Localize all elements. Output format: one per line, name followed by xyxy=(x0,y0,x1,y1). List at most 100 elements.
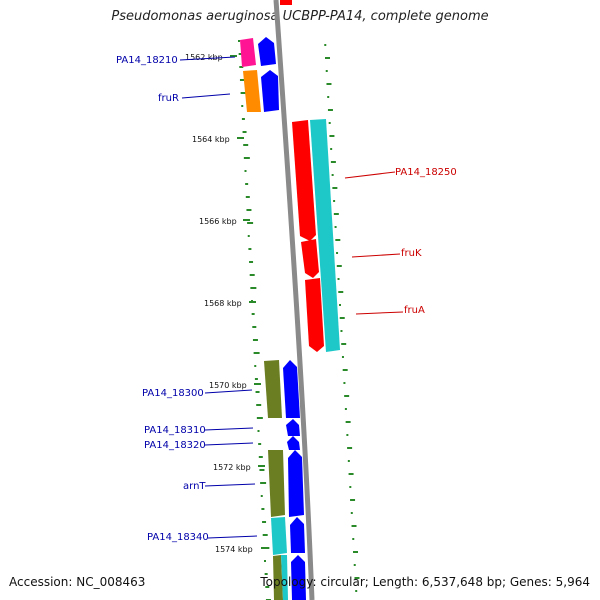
gene-next-cog-2[interactable] xyxy=(281,555,288,600)
gene-pa14-18340-cog[interactable] xyxy=(271,517,287,555)
tick-mark xyxy=(249,301,256,303)
gc-dash xyxy=(243,157,250,159)
gene-frur[interactable] xyxy=(261,70,279,112)
leader-pa14-18310 xyxy=(204,427,254,431)
gene-label-arnt: arnT xyxy=(183,481,206,492)
gc-dash xyxy=(325,70,328,72)
tick-mark xyxy=(243,219,250,221)
gc-dash xyxy=(339,304,341,306)
gc-dash xyxy=(245,183,249,185)
gc-dash xyxy=(336,265,342,267)
gc-dash xyxy=(247,222,254,224)
gene-pa14-18210[interactable] xyxy=(258,37,276,66)
gc-dash xyxy=(252,339,258,341)
gc-dash xyxy=(351,525,357,527)
gc-dash xyxy=(239,66,244,68)
gc-skew-right-track xyxy=(324,44,360,592)
gene-pa14-18210-cog[interactable] xyxy=(240,38,256,67)
accession-text: Accession: NC_008463 xyxy=(9,575,146,589)
tick-1562: 1562 kbp xyxy=(185,53,237,62)
gc-dash xyxy=(258,443,262,445)
gene-label-frur: fruR xyxy=(158,93,179,104)
gc-dash xyxy=(326,83,332,85)
gc-dash xyxy=(258,456,263,458)
tick-1570: 1570 kbp xyxy=(209,381,261,390)
gene-arnt-cog[interactable] xyxy=(268,450,285,517)
gc-dash xyxy=(254,378,258,380)
gc-dash xyxy=(333,200,336,202)
gene-fruk[interactable] xyxy=(301,239,319,278)
gc-dash xyxy=(252,326,257,328)
tick-label: 1568 kbp xyxy=(204,299,242,308)
gc-dash xyxy=(350,512,353,514)
gene-frua[interactable] xyxy=(305,278,324,352)
gene-label-pa14-18250: PA14_18250 xyxy=(395,167,457,178)
gc-dash xyxy=(353,564,356,566)
gene-pa14-18250-cog[interactable] xyxy=(310,119,340,352)
gc-dash xyxy=(350,499,356,501)
gc-dash xyxy=(264,560,266,562)
gene-next[interactable] xyxy=(291,555,306,600)
gc-dash xyxy=(344,395,350,397)
gc-dash xyxy=(254,365,257,367)
gc-dash xyxy=(328,122,331,124)
gc-dash xyxy=(248,248,252,250)
tick-mark xyxy=(254,383,261,385)
gene-pa14-18320[interactable] xyxy=(287,436,300,450)
gc-dash xyxy=(262,534,268,536)
gc-dash xyxy=(344,408,347,410)
gc-dash xyxy=(347,460,350,462)
gc-dash xyxy=(327,96,330,98)
gc-dash xyxy=(332,187,338,189)
leader-fruk xyxy=(351,253,401,258)
gene-pa14-18340[interactable] xyxy=(290,517,305,553)
tick-1568: 1568 kbp xyxy=(204,299,256,308)
tick-label: 1574 kbp xyxy=(215,545,253,554)
tick-mark xyxy=(261,547,268,549)
tick-1564: 1564 kbp xyxy=(192,135,244,144)
gc-dash xyxy=(347,447,353,449)
gene-label-pa14-18300: PA14_18300 xyxy=(142,388,204,399)
gc-dash xyxy=(345,421,351,423)
gene-pa14-18300[interactable] xyxy=(283,360,300,418)
gc-dash xyxy=(240,92,247,94)
map-title: Pseudomonas aeruginosa UCBPP-PA14, compl… xyxy=(111,9,489,24)
gene-pa14-18250[interactable] xyxy=(292,120,316,241)
gc-dash xyxy=(238,53,242,55)
tick-mark xyxy=(237,137,244,139)
gc-dash xyxy=(349,486,352,488)
gc-dash xyxy=(335,239,341,241)
gc-dash xyxy=(241,118,245,120)
backbone-top-marker xyxy=(280,0,292,5)
tick-mark xyxy=(230,55,237,57)
leader-pa14-18340 xyxy=(207,535,258,539)
gc-dash xyxy=(346,434,349,436)
gc-dash xyxy=(339,317,345,319)
gc-dash xyxy=(250,287,257,289)
gc-dash xyxy=(338,291,344,293)
gc-dash xyxy=(327,109,333,111)
gc-dash xyxy=(249,274,255,276)
genome-backbone xyxy=(273,0,315,600)
gc-dash xyxy=(330,148,333,150)
gc-dash xyxy=(331,174,334,176)
tick-label: 1562 kbp xyxy=(185,53,223,62)
leader-arnt xyxy=(204,483,256,487)
gc-dash xyxy=(245,196,250,198)
gene-arnt[interactable] xyxy=(288,450,304,517)
gc-dash xyxy=(324,44,327,46)
gc-dash xyxy=(352,551,358,553)
gc-dash xyxy=(264,573,268,575)
gc-dash xyxy=(249,261,254,263)
tick-label: 1564 kbp xyxy=(192,135,230,144)
gene-next-cog[interactable] xyxy=(273,555,283,600)
gene-pa14-18300-cog[interactable] xyxy=(264,360,282,418)
gene-pa14-18310[interactable] xyxy=(286,419,300,436)
gc-dash xyxy=(355,590,358,592)
gc-dash xyxy=(259,469,265,471)
gene-frur-cog[interactable] xyxy=(243,70,261,112)
gc-dash xyxy=(333,213,339,215)
gc-dash xyxy=(256,417,263,419)
gene-label-frua: fruA xyxy=(404,305,425,316)
